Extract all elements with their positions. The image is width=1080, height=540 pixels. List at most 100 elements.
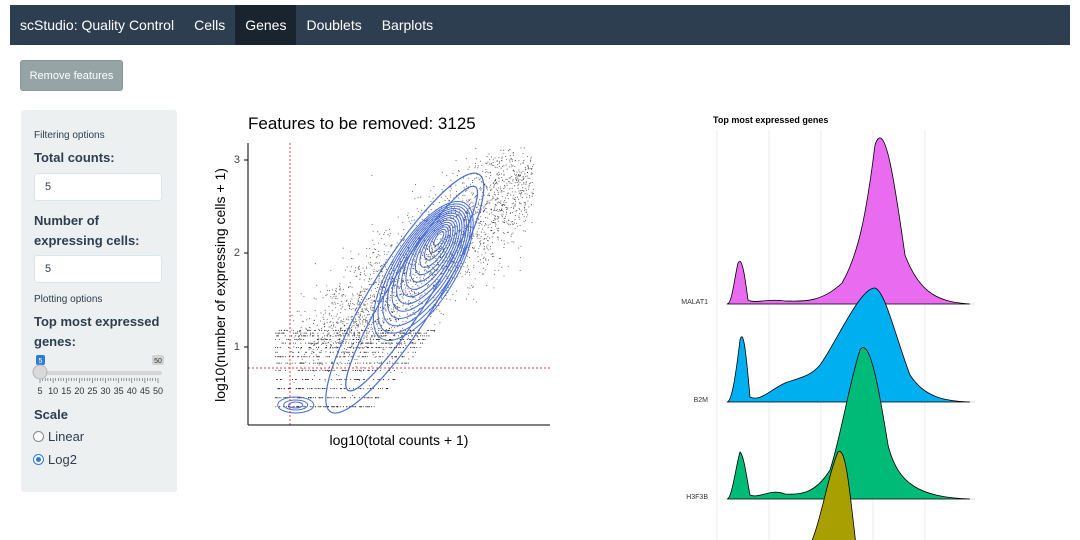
data-point	[372, 306, 374, 308]
data-point	[383, 232, 386, 234]
scale-option-linear[interactable]: Linear	[33, 429, 84, 444]
data-point	[525, 175, 527, 177]
data-point	[339, 362, 341, 364]
data-point	[523, 147, 525, 149]
data-point	[368, 369, 370, 371]
data-point	[348, 347, 350, 349]
data-point	[297, 339, 299, 341]
data-point	[418, 332, 420, 334]
slider-handle[interactable]	[32, 364, 48, 380]
data-point	[311, 352, 313, 354]
data-point	[400, 351, 402, 353]
data-point	[377, 262, 379, 264]
data-point	[320, 351, 322, 353]
data-point	[528, 194, 531, 197]
data-point	[344, 269, 347, 271]
data-point	[403, 284, 405, 286]
data-point	[526, 216, 528, 218]
data-point	[390, 311, 392, 313]
data-point	[317, 342, 319, 344]
ridgeline-title: Top most expressed genes	[713, 115, 828, 125]
data-point	[494, 209, 496, 211]
radio-linear[interactable]	[33, 431, 44, 442]
data-point	[398, 306, 400, 309]
tab-barplots[interactable]: Barplots	[381, 17, 434, 33]
data-point	[433, 269, 436, 271]
data-point	[503, 275, 505, 277]
data-point	[279, 369, 281, 371]
data-point	[513, 241, 515, 243]
data-point	[531, 193, 533, 195]
data-point	[410, 342, 412, 344]
data-point	[339, 379, 341, 381]
data-point	[309, 332, 311, 334]
total-counts-input[interactable]: 5	[34, 173, 162, 201]
data-point	[381, 301, 383, 303]
data-point	[496, 183, 498, 185]
data-point	[321, 327, 323, 329]
data-point	[325, 362, 327, 364]
data-point	[341, 345, 343, 347]
data-point	[485, 258, 487, 260]
data-point	[369, 274, 372, 276]
data-point	[366, 314, 368, 316]
ridge-gene-4	[811, 451, 856, 540]
slider-max-value-badge	[152, 355, 164, 365]
data-point	[421, 283, 423, 285]
data-point	[352, 369, 354, 371]
data-point	[378, 397, 380, 399]
data-point	[486, 170, 488, 172]
data-point	[425, 332, 427, 334]
data-point	[303, 362, 305, 364]
tab-doublets[interactable]: Doublets	[306, 17, 362, 33]
tab-cells[interactable]: Cells	[194, 17, 226, 33]
data-point	[480, 262, 482, 264]
tab-genes[interactable]: Genes	[235, 5, 297, 45]
data-point	[278, 338, 280, 340]
data-point	[525, 203, 527, 205]
app-brand[interactable]: scStudio: Quality Control	[20, 17, 175, 33]
data-point	[514, 198, 516, 200]
data-point	[274, 397, 276, 399]
data-point	[328, 371, 330, 373]
data-point	[357, 301, 359, 303]
data-point	[473, 247, 475, 249]
data-point	[494, 194, 496, 196]
data-point	[414, 184, 417, 186]
data-point	[439, 238, 441, 240]
data-point	[463, 216, 466, 218]
data-point	[500, 209, 502, 212]
data-point	[425, 262, 427, 264]
data-point	[511, 160, 513, 162]
data-point	[401, 371, 403, 374]
data-point	[343, 321, 345, 323]
data-point	[516, 182, 518, 184]
data-point	[391, 356, 393, 358]
data-point	[311, 388, 313, 390]
data-point	[482, 273, 485, 275]
expressing-cells-input[interactable]: 5	[34, 255, 162, 283]
data-point	[339, 287, 341, 289]
data-point	[364, 379, 366, 381]
data-point	[353, 333, 356, 335]
remove-features-button[interactable]: Remove features	[20, 60, 123, 91]
data-point	[494, 208, 496, 210]
data-point	[446, 256, 448, 258]
data-point	[350, 356, 352, 358]
data-point	[384, 261, 386, 263]
radio-log2[interactable]	[33, 454, 44, 465]
data-point	[399, 332, 401, 334]
data-point	[499, 186, 501, 188]
data-point	[312, 379, 314, 381]
data-point	[530, 167, 532, 169]
data-point	[335, 406, 337, 408]
top-genes-slider[interactable]: 5 50 5 10 15 20 25 30 35 40 45 50	[31, 350, 177, 398]
scale-option-log2[interactable]: Log2	[33, 452, 77, 467]
data-point	[321, 397, 323, 399]
data-point	[370, 362, 372, 364]
data-point	[327, 341, 329, 343]
slider-track[interactable]	[36, 371, 162, 375]
data-point	[314, 342, 316, 344]
data-point	[382, 347, 384, 349]
data-point	[419, 342, 421, 344]
